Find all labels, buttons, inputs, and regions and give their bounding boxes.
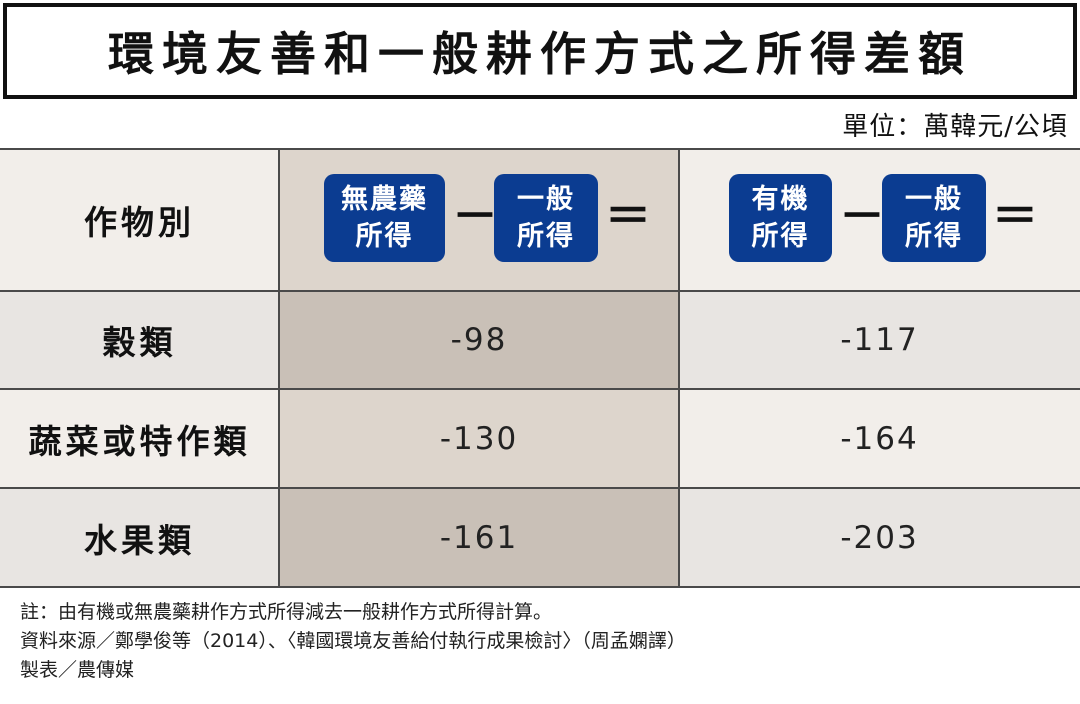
table-cell-no-pesticide: -130 xyxy=(279,389,679,488)
badge-line1: 無農藥 xyxy=(341,184,428,215)
organic-diff-value: -117 xyxy=(840,322,919,358)
general-income-badge: 一般 所得 xyxy=(494,174,598,262)
badge-line1: 一般 xyxy=(905,184,963,215)
table-bottom-border xyxy=(0,586,1080,588)
table-cell-organic: -164 xyxy=(679,389,1080,488)
header-formula-organic: 有機 所得 － 一般 所得 ＝ xyxy=(679,148,1080,291)
row-divider xyxy=(0,487,1080,489)
table-row-crop: 水果類 xyxy=(0,488,279,588)
table-row-crop: 穀類 xyxy=(0,291,279,389)
column-divider xyxy=(278,148,280,588)
general-income-badge: 一般 所得 xyxy=(882,174,986,262)
organic-income-badge: 有機 所得 xyxy=(729,174,832,262)
badge-line2: 所得 xyxy=(751,221,810,252)
badge-line2: 所得 xyxy=(355,221,414,252)
badge-line2: 所得 xyxy=(905,221,963,252)
badge-line1: 一般 xyxy=(517,184,575,215)
formula-organic: 有機 所得 － 一般 所得 ＝ xyxy=(679,148,1080,291)
column-divider xyxy=(678,148,680,588)
page-title: 環境友善和一般耕作方式之所得差額 xyxy=(108,27,972,81)
organic-diff-value: -164 xyxy=(840,420,919,457)
footnotes: 註：由有機或無農藥耕作方式所得減去一般耕作方式所得計算。 資料來源／鄭學俊等（2… xyxy=(20,598,686,685)
credit-line: 製表／農傳媒 xyxy=(20,659,135,681)
table-cell-no-pesticide: -98 xyxy=(279,291,679,389)
table-cell-organic: -117 xyxy=(679,291,1080,389)
minus-sign: － xyxy=(839,189,885,243)
crop-name: 蔬菜或特作類 xyxy=(28,421,251,461)
table-row-crop: 蔬菜或特作類 xyxy=(0,389,279,488)
header-formula-no-pesticide: 無農藥 所得 － 一般 所得 ＝ xyxy=(279,148,679,291)
equals-sign: ＝ xyxy=(992,189,1038,243)
row-divider xyxy=(0,388,1080,390)
table-top-border xyxy=(0,148,1080,150)
equals-sign: ＝ xyxy=(605,189,651,243)
no-pesticide-diff-value: -98 xyxy=(450,322,508,358)
no-pesticide-income-badge: 無農藥 所得 xyxy=(324,174,445,262)
no-pesticide-diff-value: -161 xyxy=(439,520,519,556)
unit-label: 單位：萬韓元/公頃 xyxy=(842,112,1068,142)
header-crop-cell: 作物別 xyxy=(0,148,279,291)
no-pesticide-diff-value: -130 xyxy=(439,420,519,457)
badge-line1: 有機 xyxy=(751,184,810,215)
table-cell-no-pesticide: -161 xyxy=(279,488,679,588)
note-line: 註：由有機或無農藥耕作方式所得減去一般耕作方式所得計算。 xyxy=(20,601,553,623)
source-line: 資料來源／鄭學俊等（2014）、〈韓國環境友善給付執行成果檢討〉（周孟嫻譯） xyxy=(20,630,686,652)
title-box: 環境友善和一般耕作方式之所得差額 xyxy=(3,3,1077,99)
table-cell-organic: -203 xyxy=(679,488,1080,588)
income-difference-table: 作物別 無農藥 所得 － 一般 所得 ＝ 有機 所得 － 一般 所得 xyxy=(0,148,1080,588)
row-divider xyxy=(0,290,1080,292)
crop-name: 穀類 xyxy=(102,323,177,362)
formula-no-pesticide: 無農藥 所得 － 一般 所得 ＝ xyxy=(279,148,679,291)
header-crop-label: 作物別 xyxy=(84,202,195,242)
minus-sign: － xyxy=(452,189,498,243)
badge-line2: 所得 xyxy=(517,221,575,252)
crop-name: 水果類 xyxy=(84,521,195,560)
organic-diff-value: -203 xyxy=(840,520,919,556)
